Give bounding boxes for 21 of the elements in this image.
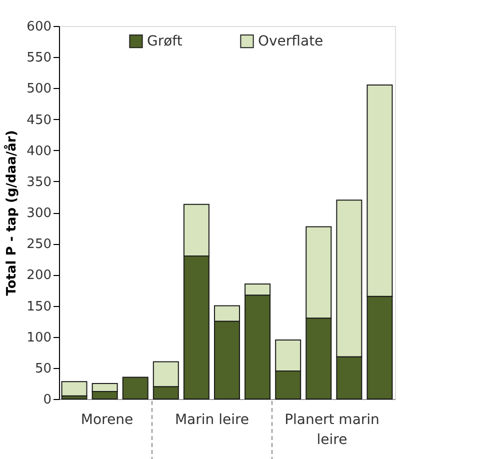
y-tick-label: 250 bbox=[26, 237, 52, 252]
text: Marin leire bbox=[174, 412, 250, 428]
text: Morene bbox=[80, 412, 134, 428]
legend-label: Overflate bbox=[258, 33, 324, 50]
y-tick-label: 600 bbox=[26, 20, 52, 34]
bar bbox=[122, 376, 148, 400]
y-tick-label: 200 bbox=[26, 268, 52, 284]
y-axis-title: Total P - tap (g/daa/år) bbox=[4, 130, 20, 296]
y-tick-label: 100 bbox=[26, 330, 52, 346]
y-tick-label: 450 bbox=[26, 112, 52, 128]
y-tick-label: 500 bbox=[26, 82, 52, 97]
y-tick-label: 300 bbox=[26, 206, 52, 221]
bar bbox=[61, 381, 88, 396]
y-tick-label: 50 bbox=[34, 361, 52, 376]
y-tick-label: 400 bbox=[26, 144, 52, 159]
text: Planert marin leire bbox=[284, 412, 380, 448]
y-tick-label: 550 bbox=[26, 50, 52, 66]
y-tick-label: 150 bbox=[26, 299, 52, 314]
y-tick-label: 0 bbox=[43, 392, 52, 408]
legend-label: Grøft bbox=[147, 33, 183, 50]
y-tick-label: 350 bbox=[26, 174, 52, 190]
